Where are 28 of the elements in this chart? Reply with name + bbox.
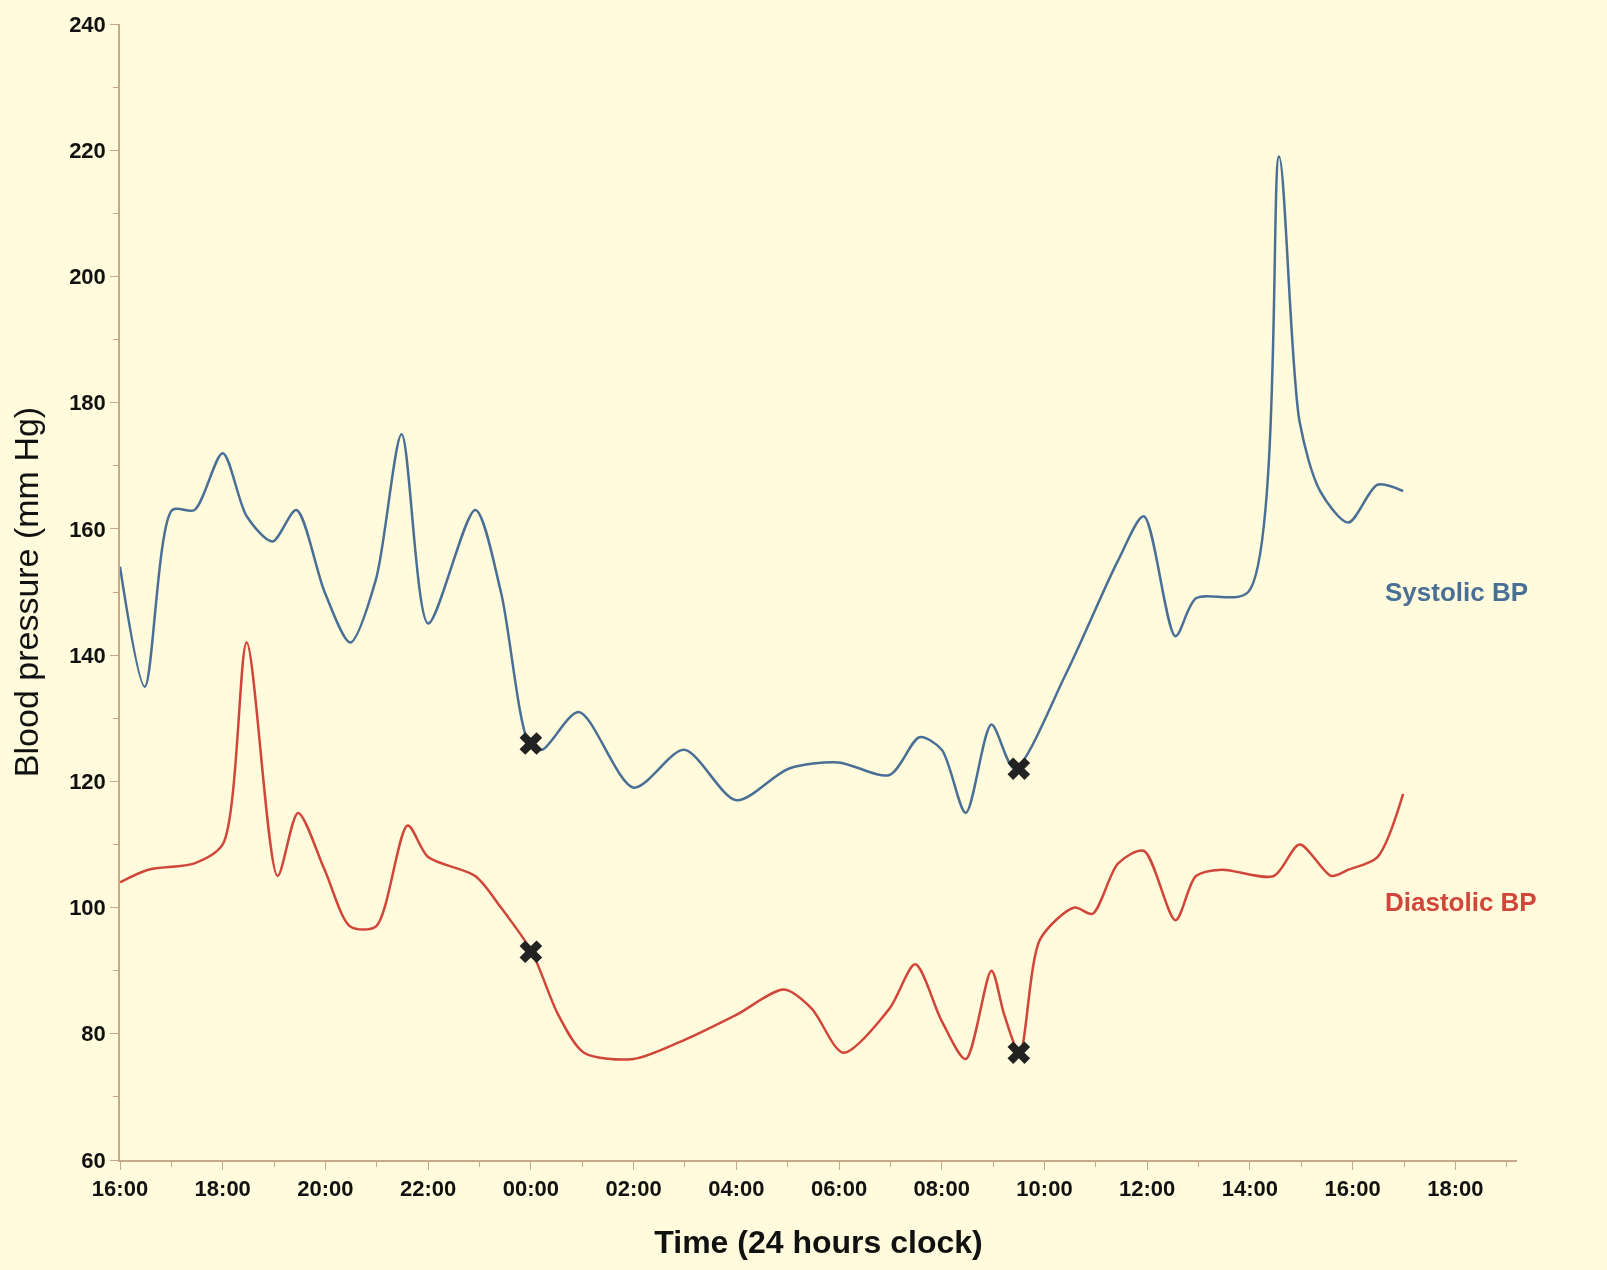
y-axis-title: Blood pressure (mm Hg) [7, 406, 46, 778]
x-tick-label: 22:00 [400, 1176, 457, 1202]
x-tick-label: 16:00 [1324, 1176, 1381, 1202]
text: Systolic BP [1385, 577, 1529, 607]
series-label: Diastolic BP [1385, 887, 1537, 917]
x-tick-label: 00:00 [502, 1176, 560, 1202]
x-tick-label: 16:00 [91, 1176, 149, 1202]
x-tick-label: 04:00 [708, 1176, 765, 1202]
y-tick-label: 100 [69, 895, 106, 921]
x-tick-label: 10:00 [1016, 1176, 1073, 1202]
x-tick-label: 14:00 [1221, 1176, 1279, 1202]
x-tick-label: 18:00 [1427, 1176, 1484, 1202]
y-tick-label: 200 [69, 264, 106, 290]
x-axis-title: Time (24 hours clock) [654, 1223, 983, 1260]
x-tick-label: 12:00 [1119, 1176, 1176, 1202]
y-tick-label: 80 [81, 1021, 106, 1047]
y-tick-label: 220 [69, 137, 106, 163]
y-tick-label: 60 [81, 1147, 106, 1173]
y-tick-label: 180 [69, 390, 106, 416]
x-tick-label: 18:00 [194, 1176, 251, 1202]
y-tick-label: 160 [69, 516, 106, 542]
x-tick-label: 20:00 [297, 1176, 354, 1202]
y-tick-label: 120 [69, 769, 106, 795]
x-tick-label: 08:00 [913, 1176, 970, 1202]
y-tick-label: 140 [69, 642, 106, 668]
y-tick-label: 240 [69, 11, 106, 37]
x-tick-label: 06:00 [810, 1176, 868, 1202]
x-tick-label: 02:00 [605, 1176, 662, 1202]
